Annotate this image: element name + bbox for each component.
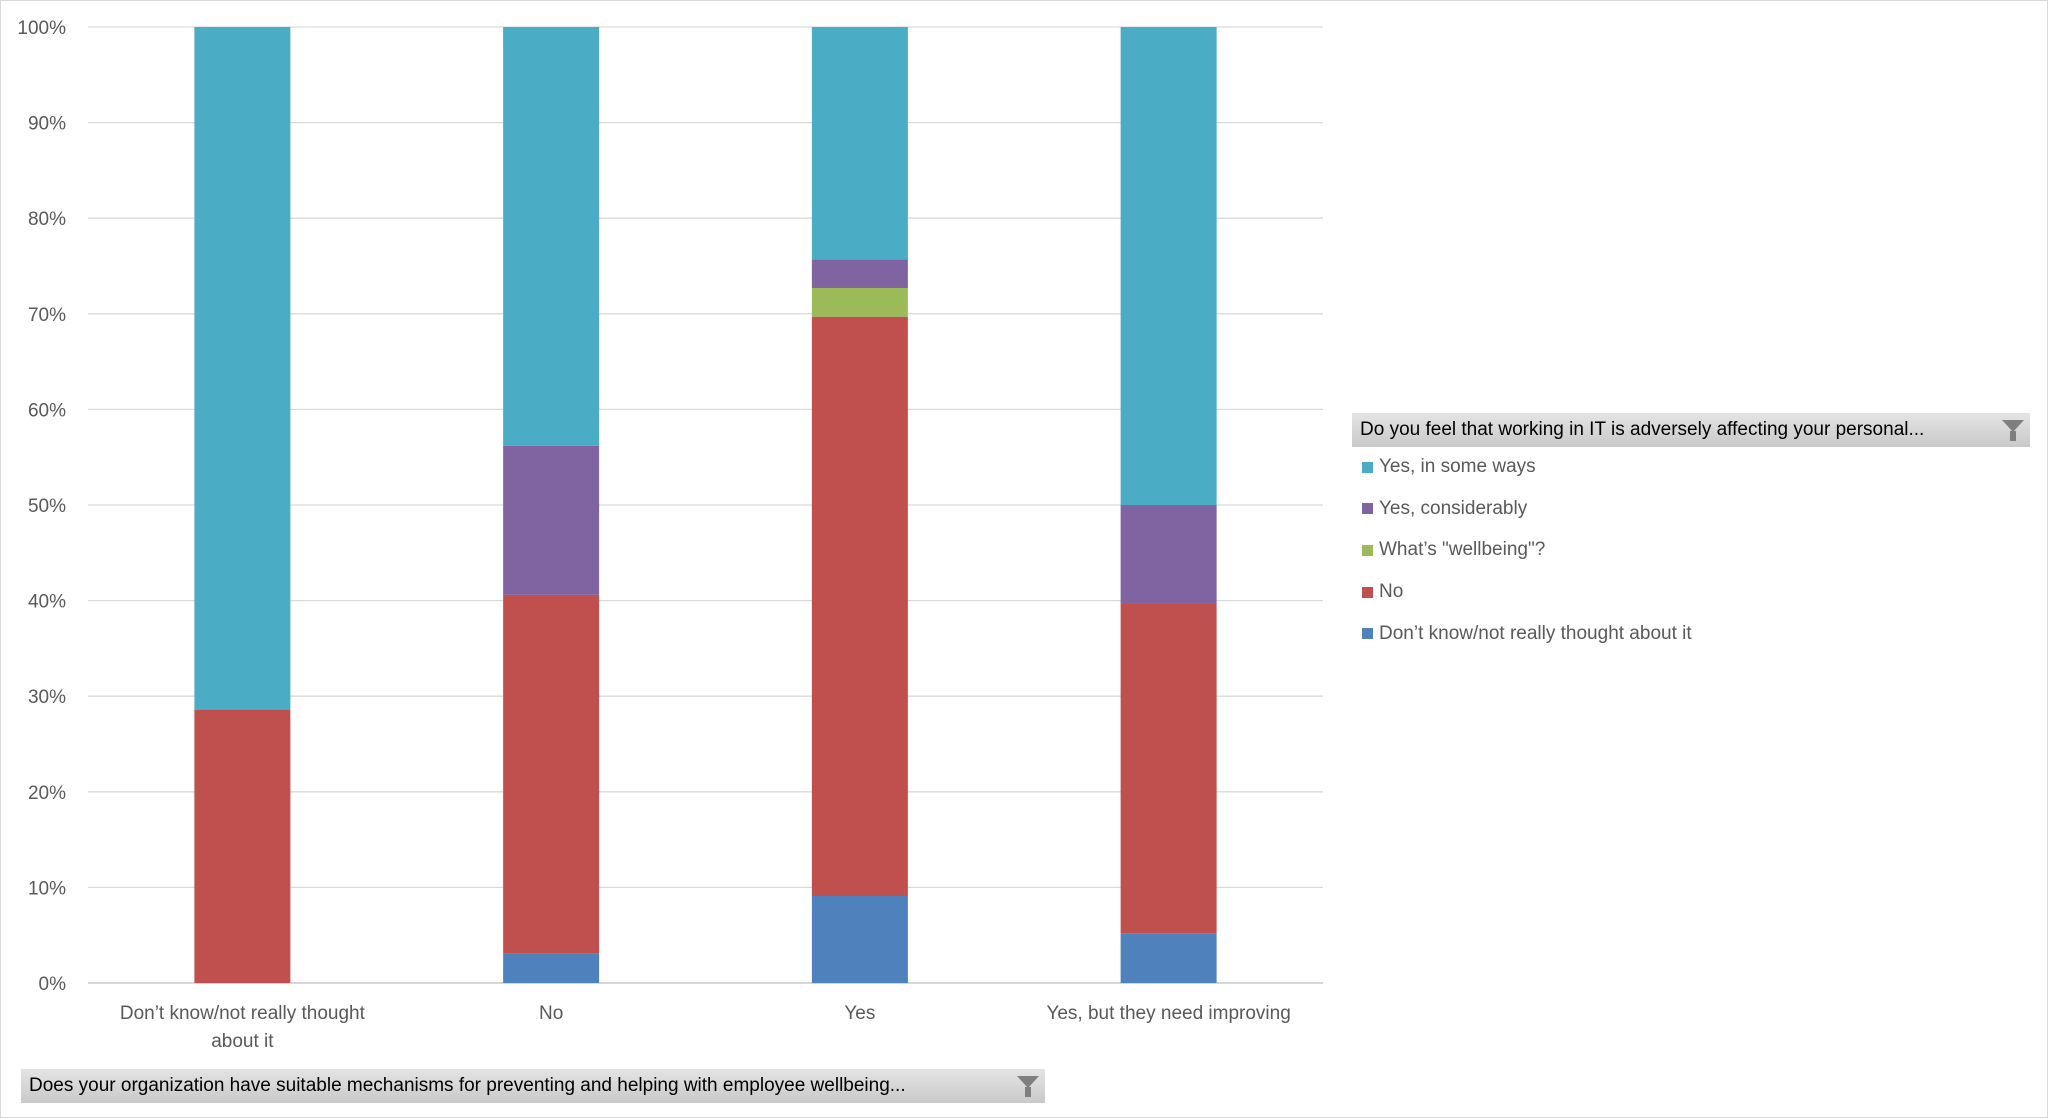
- y-tick-label: 100%: [17, 18, 66, 39]
- y-tick-label: 40%: [28, 592, 66, 613]
- legend-swatch: [1362, 544, 1373, 556]
- bar-segment: [503, 27, 600, 446]
- legend-item[interactable]: Yes, considerably: [1362, 498, 1527, 520]
- legend-item[interactable]: Yes, in some ways: [1362, 456, 1536, 478]
- legend-item[interactable]: No: [1362, 581, 1403, 603]
- x-tick-label: No: [539, 1003, 563, 1024]
- legend-label: What’s "wellbeing"?: [1379, 539, 1546, 561]
- legend-swatch: [1362, 586, 1373, 598]
- axis-field-label: Does your organization have suitable mec…: [29, 1075, 906, 1096]
- axis-field-filter-button[interactable]: Does your organization have suitable mec…: [21, 1069, 1045, 1103]
- bar-segment: [503, 953, 600, 983]
- legend-item[interactable]: Don’t know/not really thought about it: [1362, 623, 1692, 645]
- y-tick-label: 70%: [28, 305, 66, 326]
- bar-segment: [503, 594, 600, 954]
- y-tick-label: 0%: [39, 974, 67, 995]
- y-tick-label: 50%: [28, 496, 66, 517]
- x-tick-label: Yes, but they need improving: [1046, 1003, 1290, 1024]
- legend-swatch: [1362, 461, 1373, 473]
- bar-segment: [1120, 505, 1217, 604]
- legend-swatch: [1362, 628, 1373, 640]
- legend-item[interactable]: What’s "wellbeing"?: [1362, 539, 1545, 561]
- legend-swatch: [1362, 503, 1373, 515]
- bar-segment: [194, 27, 291, 710]
- funnel-icon[interactable]: [1017, 1076, 1039, 1097]
- bar-segment: [1120, 603, 1217, 934]
- y-tick-label: 90%: [28, 114, 66, 135]
- x-tick-label: Yes: [844, 1003, 875, 1024]
- bar-segment: [811, 896, 908, 983]
- funnel-icon[interactable]: [2002, 420, 2024, 441]
- bar-segment: [811, 316, 908, 897]
- bar-segment: [1120, 933, 1217, 983]
- bar-segment: [503, 445, 600, 595]
- bar-segment: [811, 259, 908, 288]
- bar-segment: [811, 27, 908, 260]
- legend-label: Yes, in some ways: [1379, 456, 1536, 477]
- y-tick-label: 30%: [28, 687, 66, 708]
- x-tick-label: about it: [211, 1031, 274, 1052]
- legend-label: Yes, considerably: [1379, 497, 1528, 519]
- y-tick-label: 80%: [28, 209, 66, 230]
- y-tick-label: 60%: [28, 400, 66, 421]
- x-tick-label: Don’t know/not really thought: [120, 1003, 366, 1024]
- bar-segment: [194, 709, 291, 983]
- bar-segment: [1120, 27, 1217, 505]
- legend-label: Don’t know/not really thought about it: [1379, 622, 1692, 644]
- legend-label: No: [1379, 581, 1404, 603]
- y-tick-label: 20%: [28, 783, 66, 804]
- legend-title: Do you feel that working in IT is advers…: [1360, 419, 1925, 440]
- legend-field-filter-button[interactable]: Do you feel that working in IT is advers…: [1352, 413, 2030, 447]
- y-tick-label: 10%: [28, 878, 66, 899]
- bar-segment: [811, 287, 908, 317]
